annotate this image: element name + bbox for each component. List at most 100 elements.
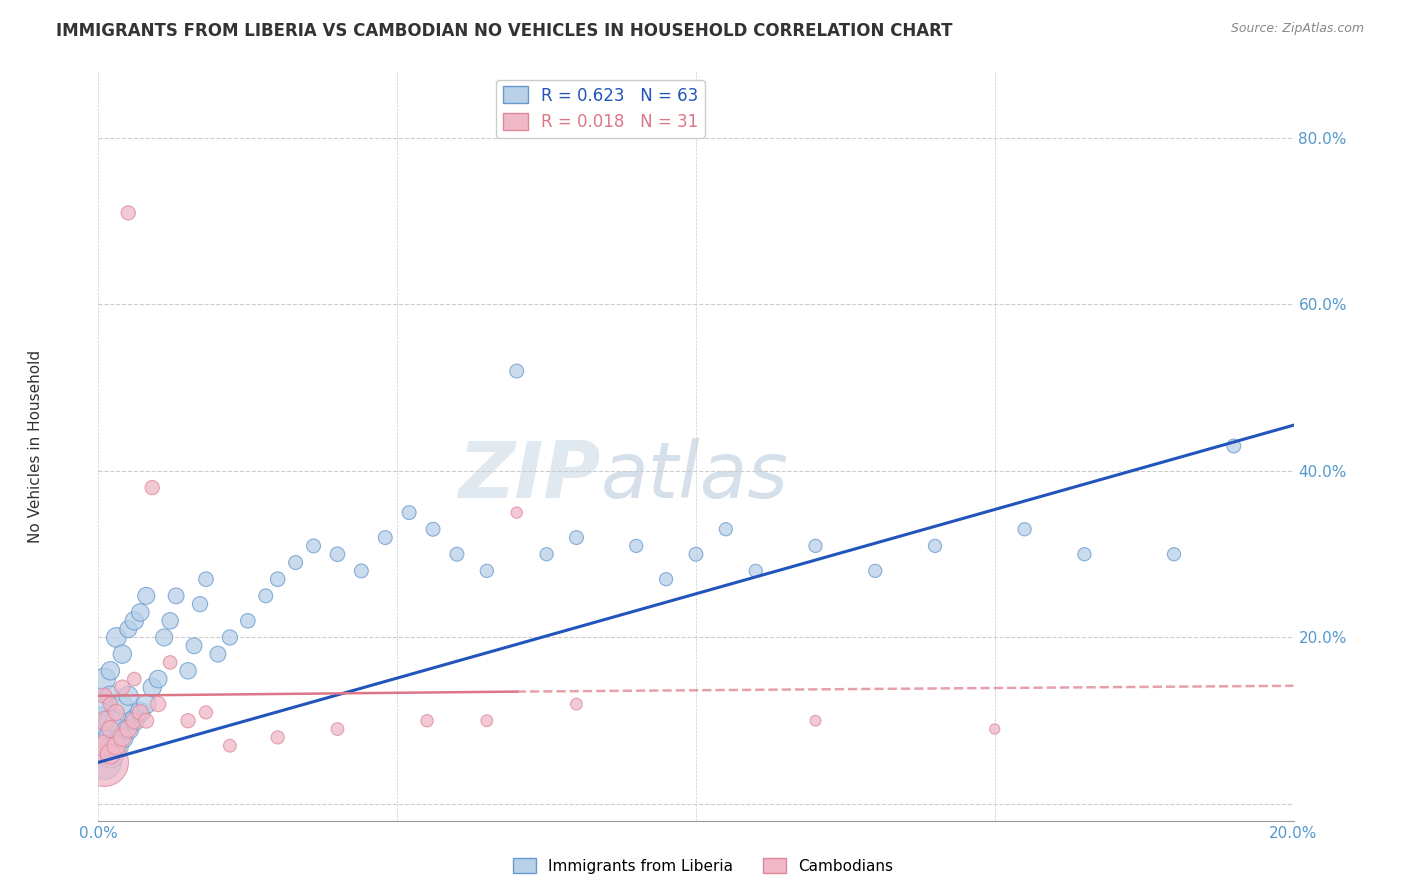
Point [105, 714, 128, 728]
Point [398, 506, 420, 520]
Point [105, 739, 128, 753]
Point [117, 722, 139, 736]
Point [105, 706, 128, 720]
Point [188, 597, 211, 611]
Point [98, 747, 122, 761]
Point [98, 714, 122, 728]
Point [350, 564, 373, 578]
Point [565, 697, 588, 711]
Point [98, 731, 122, 745]
Point [865, 564, 887, 578]
Legend: Immigrants from Liberia, Cambodians: Immigrants from Liberia, Cambodians [506, 852, 900, 880]
Point [111, 697, 134, 711]
Point [284, 556, 307, 570]
Point [93, 714, 115, 728]
Point [105, 631, 128, 645]
Point [195, 572, 218, 586]
Point [93, 689, 115, 703]
Text: Source: ZipAtlas.com: Source: ZipAtlas.com [1230, 22, 1364, 36]
Point [105, 739, 128, 753]
Point [111, 681, 134, 695]
Point [446, 547, 468, 561]
Point [267, 572, 290, 586]
Point [93, 756, 115, 770]
Point [117, 722, 139, 736]
Point [183, 639, 205, 653]
Point [374, 531, 396, 545]
Point [117, 622, 139, 636]
Point [159, 656, 181, 670]
Text: atlas: atlas [600, 438, 789, 514]
Point [124, 714, 146, 728]
Point [219, 739, 242, 753]
Text: IMMIGRANTS FROM LIBERIA VS CAMBODIAN NO VEHICLES IN HOUSEHOLD CORRELATION CHART: IMMIGRANTS FROM LIBERIA VS CAMBODIAN NO … [56, 22, 953, 40]
Point [93, 739, 115, 753]
Point [135, 714, 157, 728]
Point [267, 731, 290, 745]
Point [98, 747, 122, 761]
Point [475, 564, 498, 578]
Point [98, 722, 122, 736]
Point [159, 614, 181, 628]
Point [236, 614, 259, 628]
Point [111, 647, 134, 661]
Point [302, 539, 325, 553]
Point [98, 689, 122, 703]
Point [326, 547, 349, 561]
Point [685, 547, 707, 561]
Point [536, 547, 558, 561]
Point [93, 731, 115, 745]
Point [416, 714, 439, 728]
Point [219, 631, 242, 645]
Point [422, 522, 444, 536]
Point [148, 697, 170, 711]
Point [148, 672, 170, 686]
Point [129, 606, 152, 620]
Point [804, 539, 827, 553]
Point [129, 706, 152, 720]
Legend: R = 0.623   N = 63, R = 0.018   N = 31: R = 0.623 N = 63, R = 0.018 N = 31 [496, 79, 704, 137]
Point [153, 631, 176, 645]
Point [111, 731, 134, 745]
Point [98, 664, 122, 678]
Point [626, 539, 648, 553]
Point [124, 714, 146, 728]
Point [141, 481, 163, 495]
Point [565, 531, 588, 545]
Point [195, 706, 218, 720]
Point [177, 664, 200, 678]
Point [124, 672, 146, 686]
Point [714, 522, 737, 536]
Point [207, 647, 229, 661]
Point [93, 756, 115, 770]
Text: ZIP: ZIP [458, 438, 600, 514]
Point [135, 589, 157, 603]
Point [804, 714, 827, 728]
Point [165, 589, 187, 603]
Point [117, 689, 139, 703]
Point [506, 364, 529, 378]
Point [124, 614, 146, 628]
Text: No Vehicles in Household: No Vehicles in Household [28, 350, 42, 542]
Point [141, 681, 163, 695]
Point [254, 589, 277, 603]
Point [984, 722, 1007, 736]
Point [135, 697, 157, 711]
Point [129, 706, 152, 720]
Point [93, 697, 115, 711]
Point [1073, 547, 1095, 561]
Point [506, 506, 529, 520]
Point [93, 714, 115, 728]
Point [326, 722, 349, 736]
Point [1223, 439, 1246, 453]
Point [177, 714, 200, 728]
Point [475, 714, 498, 728]
Point [111, 731, 134, 745]
Point [745, 564, 768, 578]
Point [98, 697, 122, 711]
Point [924, 539, 946, 553]
Point [93, 672, 115, 686]
Point [1014, 522, 1036, 536]
Point [117, 206, 139, 220]
Point [1163, 547, 1185, 561]
